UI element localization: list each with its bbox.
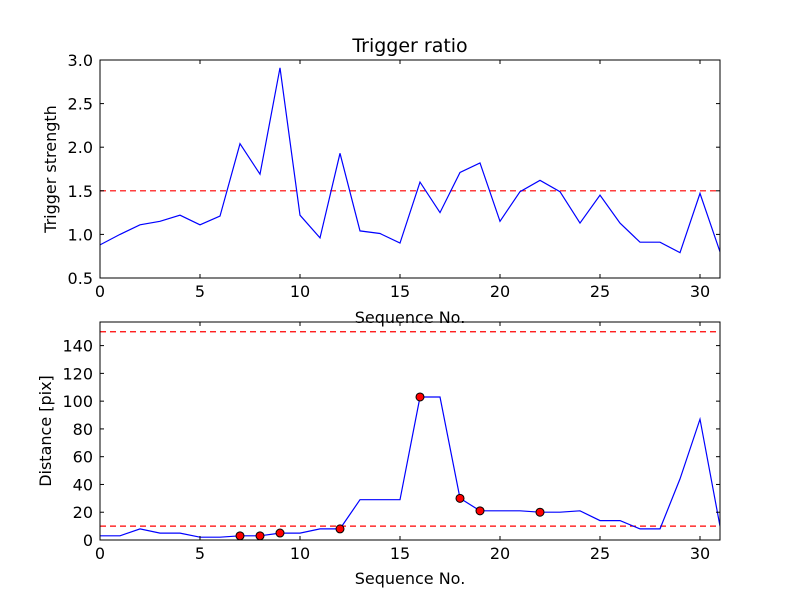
- y-tick-label: 40: [73, 475, 93, 494]
- distance-chart: 0 5 10 15 20 25 30 0 20 40 60 80 100 120 140 Sequence …: [36, 321, 721, 588]
- data-point: [275, 528, 285, 538]
- series-group: [100, 396, 720, 538]
- y-tick-label: 100: [62, 392, 93, 411]
- x-tick-label: 10: [290, 544, 310, 563]
- y-axis-label: Trigger strength: [41, 105, 60, 234]
- tick-group: 0 5 10 15 20 25 30 0 20 40 60 80 100 120 140: [62, 322, 720, 563]
- x-axis-label: Sequence No.: [355, 569, 466, 588]
- data-point: [235, 531, 245, 541]
- x-tick-label: 5: [195, 544, 205, 563]
- plot-frame: [99, 321, 721, 541]
- series-group: [100, 67, 720, 254]
- threshold-lines: [100, 331, 720, 527]
- x-tick-label: 20: [490, 282, 510, 301]
- y-tick-label: 120: [62, 364, 93, 383]
- marker-group: [235, 392, 545, 541]
- x-tick-label: 15: [390, 544, 410, 563]
- y-tick-label: 60: [73, 448, 93, 467]
- y-tick-label: 140: [62, 337, 93, 356]
- data-point: [535, 507, 545, 517]
- trigger-ratio-chart: Trigger ratio 0 5 10 15 20 25 30 0.5 1.0 1.5 2.0 2.…: [41, 35, 721, 327]
- y-tick-label: 1.0: [68, 225, 93, 244]
- y-tick-label: 2.0: [68, 138, 93, 157]
- data-point: [335, 524, 345, 534]
- series-line: [100, 396, 720, 538]
- x-tick-label: 10: [290, 282, 310, 301]
- y-axis-label: Distance [pix]: [36, 375, 55, 487]
- x-tick-label: 0: [95, 544, 105, 563]
- y-tick-label: 3.0: [68, 51, 93, 70]
- data-point: [475, 506, 485, 516]
- data-point: [415, 392, 425, 402]
- x-tick-label: 20: [490, 544, 510, 563]
- series-line: [100, 67, 720, 254]
- x-tick-label: 5: [195, 282, 205, 301]
- y-tick-label: 80: [73, 420, 93, 439]
- y-tick-label: 0: [83, 531, 93, 550]
- tick-group: 0 5 10 15 20 25 30 0.5 1.0 1.5 2.0 2.5 3.0: [68, 51, 720, 301]
- x-tick-label: 30: [690, 544, 710, 563]
- x-tick-label: 0: [95, 282, 105, 301]
- x-axis-label: Sequence No.: [355, 308, 466, 327]
- y-tick-label: 20: [73, 503, 93, 522]
- plot-frame: [99, 59, 721, 279]
- data-point: [455, 493, 465, 503]
- y-tick-label: 2.5: [68, 95, 93, 114]
- x-tick-label: 30: [690, 282, 710, 301]
- x-tick-label: 15: [390, 282, 410, 301]
- data-point: [255, 531, 265, 541]
- x-tick-label: 25: [590, 282, 610, 301]
- y-tick-label: 0.5: [68, 269, 93, 288]
- chart-title: Trigger ratio: [351, 35, 467, 57]
- x-tick-label: 25: [590, 544, 610, 563]
- y-tick-label: 1.5: [68, 182, 93, 201]
